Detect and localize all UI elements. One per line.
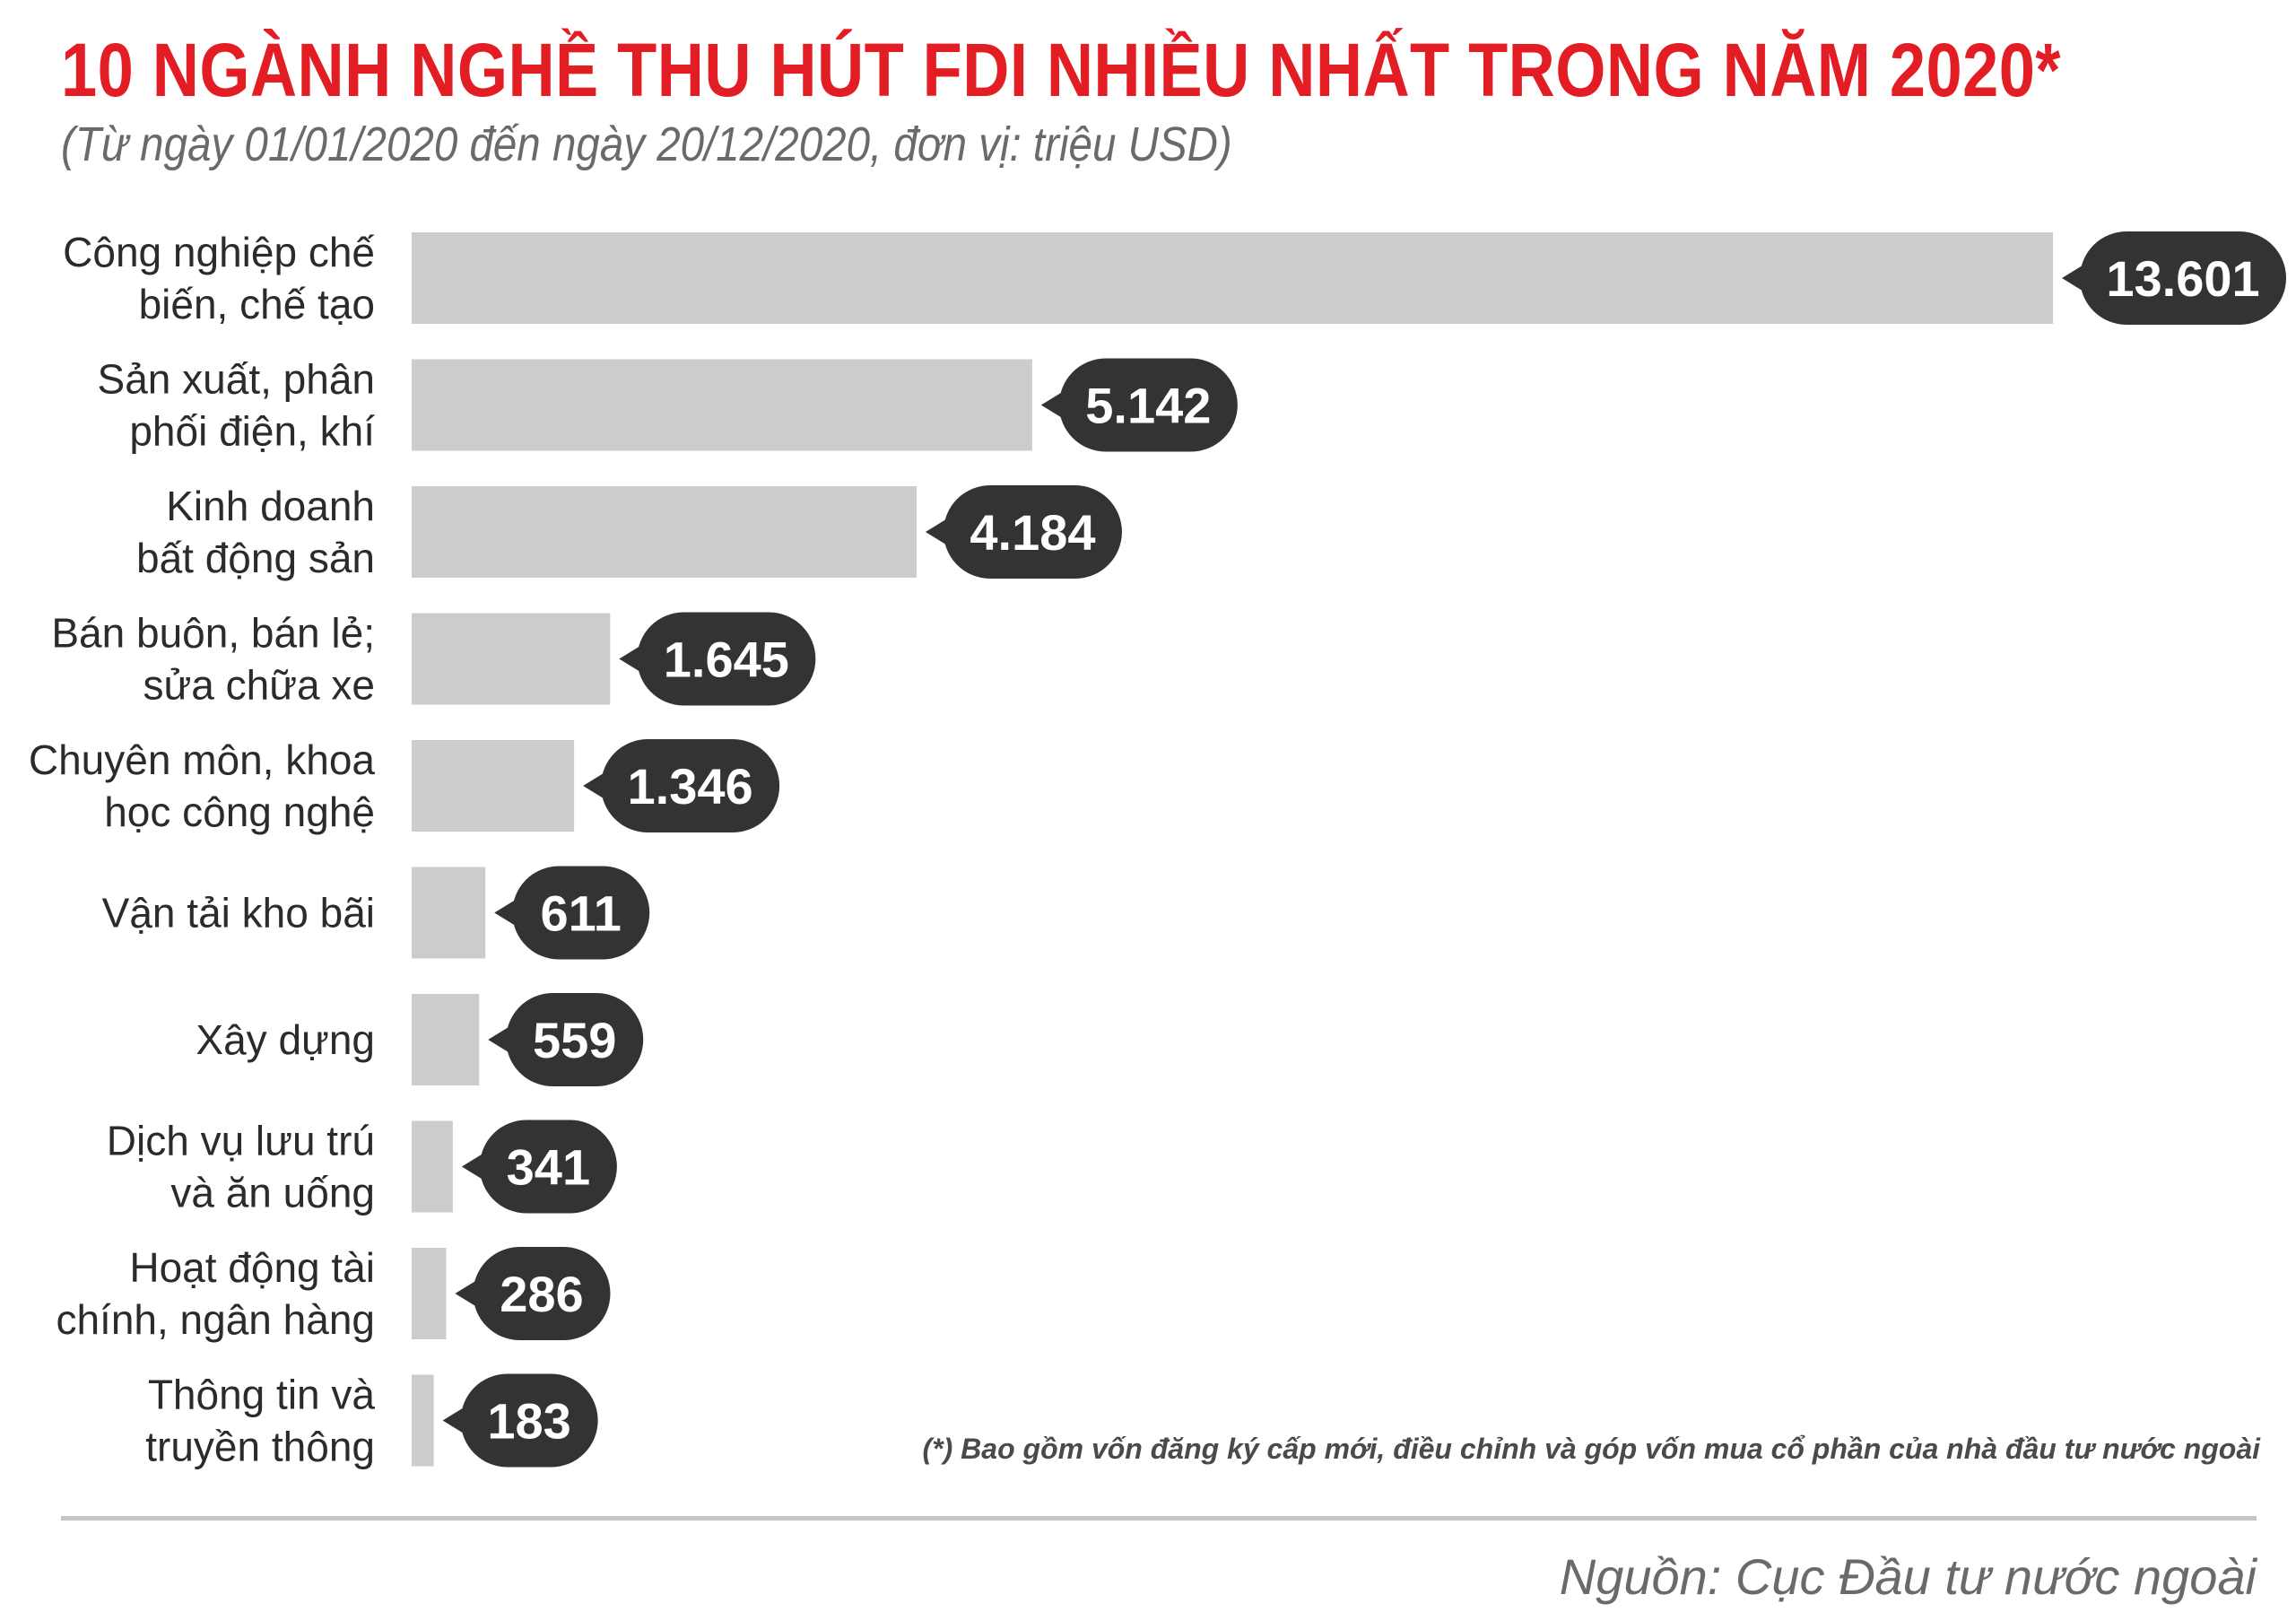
footnote: (*) Bao gồm vốn đăng ký cấp mới, điều ch… (922, 1433, 2260, 1465)
divider (61, 1516, 2257, 1521)
value-bubble (512, 866, 650, 960)
chart-title: 10 NGÀNH NGHỀ THU HÚT FDI NHIỀU NHẤT TRO… (61, 28, 2061, 112)
value-label: 13.601 (2062, 231, 2286, 325)
value-label: 1.346 (583, 739, 780, 832)
value-bubble-pointer (2062, 264, 2085, 292)
value-text: 4.184 (970, 504, 1095, 561)
category-label: Kinh doanh bất động sản (136, 483, 375, 581)
bar (412, 867, 486, 959)
value-bubble (601, 739, 780, 832)
value-bubble-pointer (925, 518, 949, 546)
category-label-line: Thông tin và (148, 1372, 376, 1418)
category-label-line: Xây dựng (196, 1016, 375, 1063)
value-text: 1.645 (664, 632, 789, 688)
category-label-line: học công nghệ (104, 789, 375, 835)
value-bubble (473, 1247, 611, 1340)
category-label-line: Công nghiệp chế (63, 229, 375, 275)
category-label: Bán buôn, bán lẻ; sửa chữa xe (51, 610, 375, 709)
category-label-line: phối điện, khí (129, 408, 375, 455)
value-bubble-pointer (619, 644, 643, 674)
bar (412, 232, 2053, 324)
bar (412, 1374, 434, 1467)
category-label: Chuyên môn, khoa học công nghệ (29, 736, 376, 835)
bar (412, 486, 917, 578)
value-bubble (943, 485, 1122, 579)
category-label: Sản xuất, phân phối điện, khí (98, 356, 376, 455)
category-label-line: Kinh doanh (166, 483, 375, 529)
value-bubble (2080, 231, 2286, 325)
category-label: Hoạt động tài chính, ngân hàng (56, 1244, 375, 1343)
category-label-line: Dịch vụ lưu trú (107, 1118, 375, 1164)
value-bubble (479, 1120, 617, 1214)
value-bubble-pointer (494, 898, 518, 928)
value-label: 286 (455, 1247, 611, 1340)
value-bubble (637, 612, 816, 706)
category-label: Xây dựng (196, 1016, 375, 1063)
bar (412, 994, 480, 1085)
category-label-line: và ăn uống (170, 1170, 375, 1216)
category-label-line: bất động sản (136, 535, 375, 581)
value-text: 341 (507, 1139, 590, 1196)
category-label: Dịch vụ lưu trú và ăn uống (107, 1118, 375, 1216)
category-label-line: Bán buôn, bán lẻ; (51, 610, 375, 657)
value-label: 5.142 (1040, 358, 1238, 452)
value-label: 1.645 (619, 612, 816, 706)
category-label-line: sửa chữa xe (144, 662, 375, 709)
value-text: 183 (487, 1393, 570, 1450)
category-label-line: Vận tải kho bãi (102, 890, 375, 937)
bar (412, 613, 611, 705)
category-label-line: chính, ngân hàng (56, 1296, 375, 1343)
category-label: Công nghiệp chế biến, chế tạo (63, 229, 375, 327)
value-bubble-pointer (461, 1152, 485, 1181)
value-text: 286 (500, 1266, 583, 1322)
bar (412, 740, 575, 832)
category-label: Thông tin và truyền thông (145, 1372, 375, 1470)
bar-chart: Công nghiệp chế biến, chế tạo 13.601 Sản xu… (29, 229, 2286, 1470)
value-label: 559 (488, 993, 644, 1086)
value-text: 559 (533, 1012, 616, 1068)
value-bubble-pointer (455, 1279, 479, 1308)
value-text: 5.142 (1085, 378, 1211, 434)
value-bubble (1058, 358, 1238, 452)
category-label-line: Sản xuất, phân (98, 356, 375, 403)
value-label: 183 (442, 1373, 598, 1468)
source-credit: Nguồn: Cục Đầu tư nước ngoài (1559, 1548, 2257, 1605)
value-bubble-pointer (1040, 390, 1065, 420)
value-text: 13.601 (2106, 250, 2259, 307)
bar (412, 1120, 453, 1213)
value-label: 341 (461, 1120, 617, 1214)
category-label-line: Chuyên môn, khoa (29, 736, 376, 783)
value-bubble-pointer (583, 771, 607, 800)
value-label: 4.184 (925, 485, 1122, 579)
value-text: 1.346 (628, 758, 753, 815)
category-label-line: biến, chế tạo (139, 281, 375, 327)
chart-subtitle: (Từ ngày 01/01/2020 đến ngày 20/12/2020,… (61, 118, 1232, 171)
value-bubble (506, 993, 644, 1086)
category-label: Vận tải kho bãi (102, 890, 375, 937)
value-bubble-pointer (442, 1406, 466, 1435)
category-label-line: truyền thông (145, 1424, 375, 1470)
value-bubble (460, 1373, 598, 1468)
value-text: 611 (541, 885, 622, 942)
bar (412, 359, 1032, 451)
category-label-line: Hoạt động tài (129, 1244, 375, 1291)
value-label: 611 (494, 866, 650, 960)
bar (412, 1248, 447, 1339)
value-bubble-pointer (488, 1025, 512, 1054)
